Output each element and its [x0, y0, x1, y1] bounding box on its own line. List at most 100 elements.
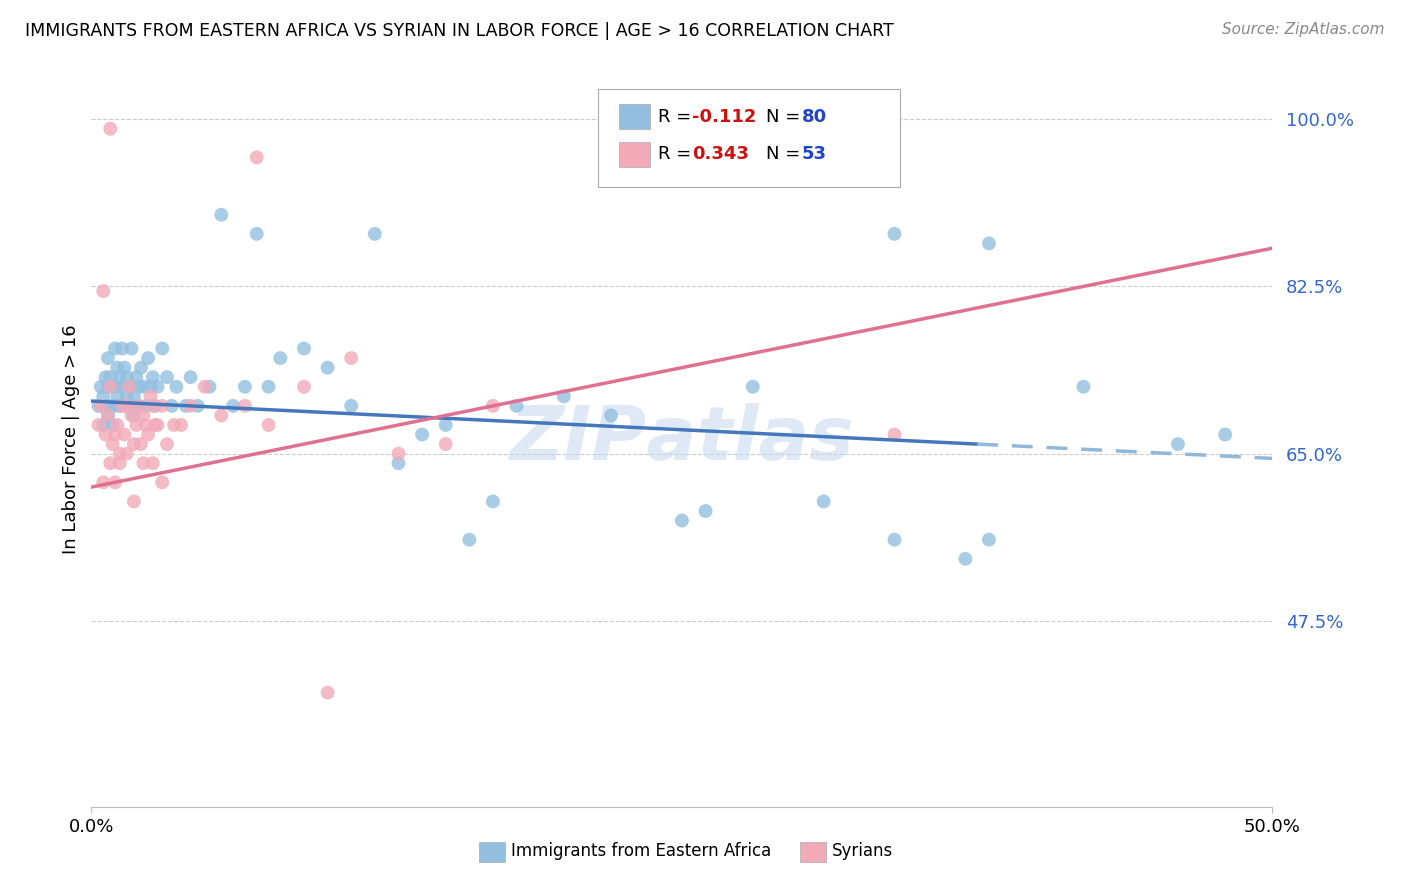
Point — [146, 380, 169, 394]
Point — [1213, 427, 1236, 442]
Point — [104, 475, 127, 490]
Point — [340, 399, 363, 413]
Point — [222, 399, 245, 413]
Point — [142, 456, 165, 470]
Point — [741, 380, 763, 394]
Point — [174, 399, 197, 413]
FancyBboxPatch shape — [800, 842, 825, 863]
Point — [434, 417, 457, 432]
Point — [101, 437, 124, 451]
Point — [125, 370, 148, 384]
Point — [977, 533, 1000, 547]
Point — [136, 427, 159, 442]
Text: N =: N = — [766, 145, 806, 163]
Point — [194, 380, 217, 394]
Point — [108, 456, 131, 470]
Point — [198, 380, 221, 394]
Point — [883, 533, 905, 547]
Point — [187, 399, 209, 413]
Point — [246, 150, 269, 164]
Point — [91, 284, 114, 298]
Point — [505, 399, 527, 413]
Point — [118, 380, 141, 394]
Text: IMMIGRANTS FROM EASTERN AFRICA VS SYRIAN IN LABOR FORCE | AGE > 16 CORRELATION C: IMMIGRANTS FROM EASTERN AFRICA VS SYRIAN… — [25, 22, 894, 40]
Point — [458, 533, 481, 547]
Point — [97, 380, 120, 394]
Point — [114, 427, 136, 442]
Point — [156, 370, 179, 384]
Point — [883, 427, 905, 442]
Point — [132, 409, 155, 423]
Text: 53: 53 — [801, 145, 827, 163]
Text: ZIP​atlas: ZIP​atlas — [509, 403, 855, 475]
Point — [695, 504, 717, 518]
Point — [115, 447, 138, 461]
Text: 0.343: 0.343 — [692, 145, 748, 163]
Text: R =: R = — [658, 145, 697, 163]
Point — [125, 417, 148, 432]
Point — [115, 370, 138, 384]
Point — [115, 399, 138, 413]
Point — [411, 427, 433, 442]
Point — [108, 370, 131, 384]
Point — [114, 399, 136, 413]
Point — [340, 351, 363, 365]
Point — [883, 227, 905, 241]
Point — [139, 389, 162, 403]
Point — [209, 409, 232, 423]
Point — [98, 456, 121, 470]
Text: 80: 80 — [801, 108, 827, 126]
Text: Source: ZipAtlas.com: Source: ZipAtlas.com — [1222, 22, 1385, 37]
Point — [257, 417, 280, 432]
Point — [104, 399, 127, 413]
Point — [104, 342, 127, 356]
Point — [143, 399, 166, 413]
Point — [316, 360, 339, 375]
Point — [97, 409, 120, 423]
Point — [129, 360, 152, 375]
Point — [387, 447, 409, 461]
Point — [1167, 437, 1189, 451]
Point — [98, 399, 121, 413]
Y-axis label: In Labor Force | Age > 16: In Labor Force | Age > 16 — [62, 325, 80, 554]
Point — [170, 417, 193, 432]
Point — [143, 417, 166, 432]
FancyBboxPatch shape — [479, 842, 505, 863]
Point — [111, 380, 134, 394]
Point — [105, 417, 128, 432]
Point — [136, 351, 159, 365]
Text: R =: R = — [658, 108, 697, 126]
Point — [482, 399, 505, 413]
Point — [91, 389, 114, 403]
Text: Immigrants from Eastern Africa: Immigrants from Eastern Africa — [510, 842, 770, 861]
Point — [813, 494, 835, 508]
Point — [98, 370, 121, 384]
Point — [128, 380, 150, 394]
Point — [94, 370, 117, 384]
Point — [111, 399, 134, 413]
Point — [97, 351, 120, 365]
Point — [292, 342, 315, 356]
Point — [105, 389, 128, 403]
Point — [104, 380, 127, 394]
Point — [98, 380, 121, 394]
Point — [135, 399, 157, 413]
Point — [156, 437, 179, 451]
Point — [160, 399, 183, 413]
Point — [150, 399, 173, 413]
Point — [118, 380, 141, 394]
Point — [955, 551, 977, 566]
Point — [180, 399, 202, 413]
Point — [233, 380, 256, 394]
Point — [128, 399, 150, 413]
Point — [135, 417, 157, 432]
Point — [114, 360, 136, 375]
Point — [180, 370, 202, 384]
Text: -0.112: -0.112 — [692, 108, 756, 126]
Point — [122, 409, 145, 423]
Point — [671, 514, 693, 528]
Point — [121, 342, 143, 356]
Point — [482, 494, 505, 508]
Point — [101, 380, 124, 394]
Point — [257, 380, 280, 394]
